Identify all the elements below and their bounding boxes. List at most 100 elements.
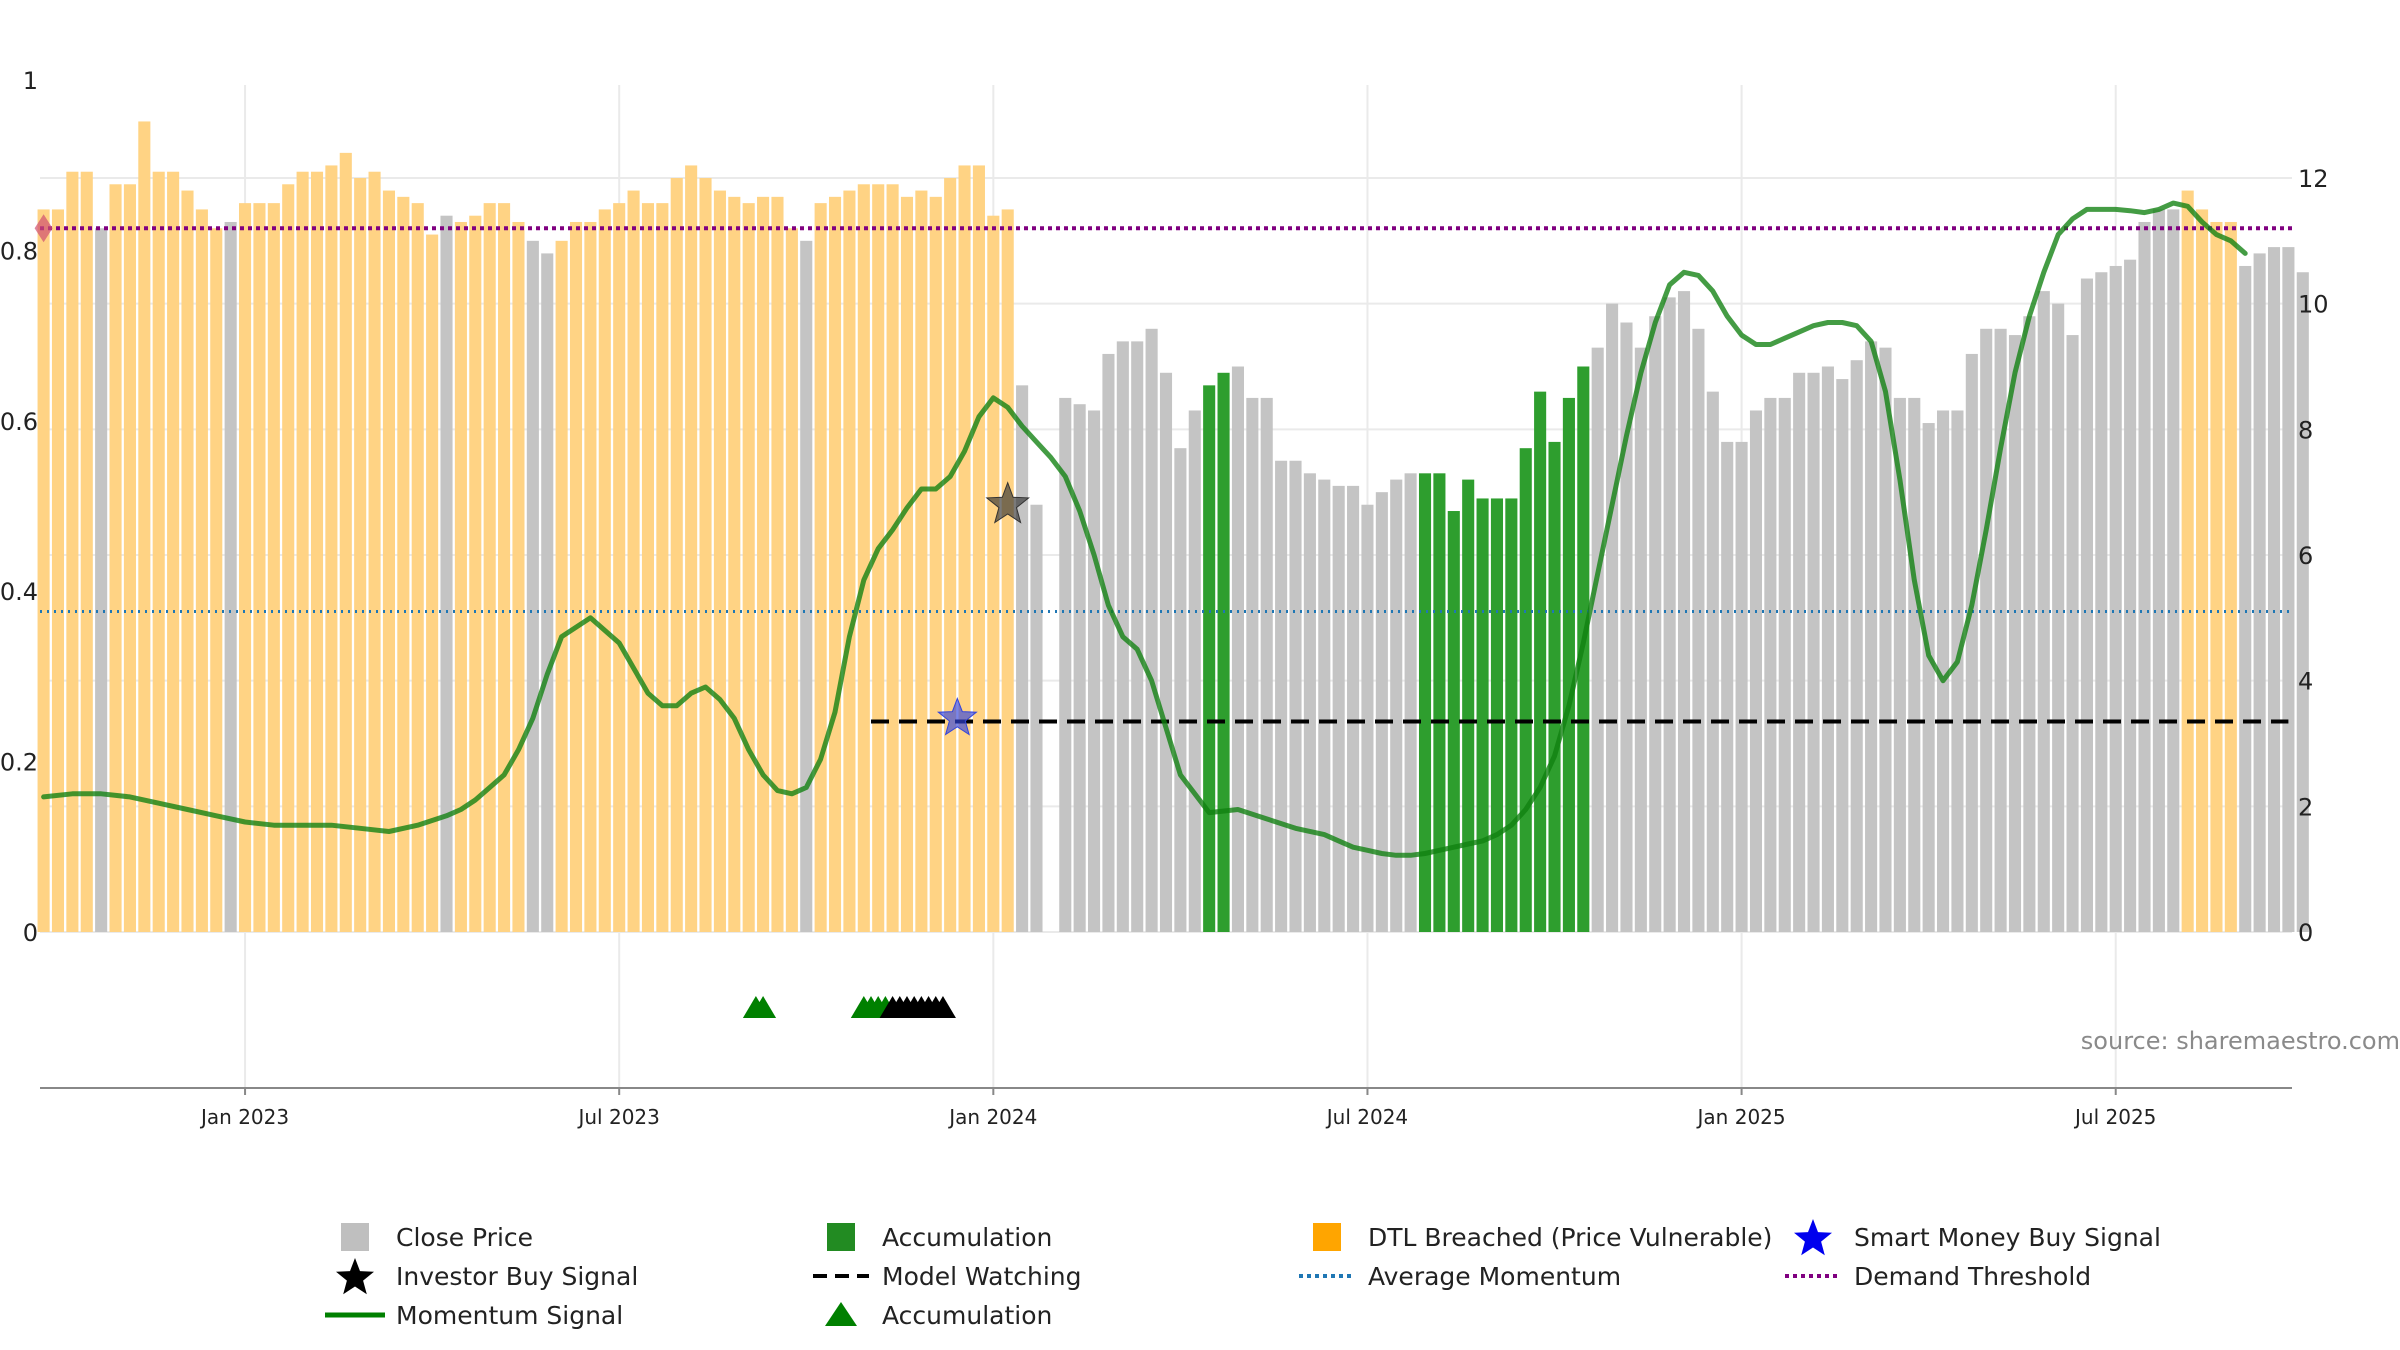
close-price-bar — [1030, 504, 1043, 932]
close-price-bar — [1318, 479, 1331, 932]
dtl-breached-bar — [195, 209, 208, 932]
accumulation-bar — [1418, 473, 1432, 932]
close-price-bar — [1102, 353, 1115, 932]
close-price-bar — [1764, 397, 1777, 933]
close-price-bar — [2282, 247, 2295, 932]
dtl-breached-bar — [2224, 221, 2237, 932]
dtl-breached-bar — [713, 190, 726, 933]
close-price-bar — [1922, 423, 1935, 932]
close-price-bar — [1231, 366, 1244, 932]
close-price-bar — [1951, 410, 1964, 932]
dtl-breached-bar — [210, 228, 223, 932]
dtl-breached-bar — [37, 209, 50, 932]
close-price-bar — [2023, 316, 2036, 932]
dtl-breached-bar — [138, 121, 151, 932]
dtl-breached-bar — [656, 203, 669, 933]
accumulation-bar — [1519, 448, 1532, 932]
dtl-breached-bar — [613, 203, 626, 933]
close-price-bar — [1620, 322, 1633, 932]
dtl-breached-bar — [426, 234, 439, 933]
dtl-breached-bar — [512, 221, 525, 932]
smart-money-buy-signal — [936, 696, 978, 736]
dtl-breached-bar — [641, 203, 655, 933]
dtl-breached-bar — [1001, 209, 1014, 932]
dtl-breached-bar — [944, 178, 957, 932]
right-tick-label: 2 — [2298, 793, 2313, 821]
close-price-bar — [1159, 372, 1173, 932]
legend-close-price-icon — [341, 1223, 369, 1251]
accumulation-bar — [1462, 479, 1475, 932]
momentum-line — [41, 200, 2248, 858]
close-price-bar — [224, 221, 237, 932]
dtl-breached-bar — [785, 228, 798, 932]
close-price-bar — [1821, 366, 1834, 932]
close-price-bar — [1404, 473, 1417, 932]
start-marker — [34, 214, 53, 243]
dtl-breached-bar — [728, 196, 741, 933]
dtl-breached-bar — [2210, 221, 2223, 932]
close-price-bar — [2124, 259, 2137, 932]
dtl-breached-bar — [857, 184, 870, 933]
accumulation-bar — [1562, 397, 1575, 933]
close-price-bar — [1289, 460, 1302, 932]
close-price-bar — [1059, 397, 1072, 933]
dtl-breached-bar — [742, 203, 755, 933]
left-tick-label: 0.8 — [0, 237, 38, 265]
close-price-bar — [1260, 397, 1273, 933]
dtl-breached-bar — [152, 171, 165, 932]
close-price-bar — [1634, 347, 1647, 932]
close-price-bar — [2152, 209, 2165, 932]
dtl-breached-bar — [339, 152, 352, 932]
dtl-breached-bar — [915, 190, 928, 933]
dtl-breached-bar — [843, 190, 856, 933]
close-price-bar — [1721, 441, 1734, 932]
close-price-bar — [1677, 291, 1691, 933]
dtl-breached-bar — [584, 221, 597, 932]
accumulation-bar — [1548, 441, 1561, 932]
dtl-breached-bar — [382, 190, 395, 933]
close-price-bar — [1807, 372, 1820, 932]
dtl-breached-bar — [239, 203, 252, 933]
accumulation-bar — [1534, 391, 1547, 933]
legend-smart-money-buy-signal-label: Smart Money Buy Signal — [1854, 1223, 2161, 1252]
close-price-bar — [1663, 297, 1676, 933]
close-price-bar — [1606, 303, 1619, 933]
left-tick-label: 1 — [23, 67, 38, 95]
dtl-breached-bar — [267, 203, 280, 933]
close-price-bar — [1692, 328, 1705, 932]
close-price-bar — [1850, 360, 1863, 932]
dtl-breached-bar — [569, 221, 583, 932]
close-price-bar — [1390, 479, 1403, 932]
dtl-breached-bar — [828, 196, 842, 933]
close-price-bar — [1246, 397, 1259, 933]
close-price-bar — [2167, 209, 2180, 932]
close-price-bar — [1188, 410, 1201, 932]
close-price-bar — [1965, 353, 1978, 932]
momentum-signal — [41, 200, 2248, 858]
dtl-breached-bar — [498, 203, 511, 933]
dtl-breached-bar — [167, 171, 180, 932]
dtl-breached-bar — [411, 203, 424, 933]
dtl-breached-bar — [310, 171, 324, 932]
dtl-breached-bar — [555, 240, 568, 933]
close-price-bar — [526, 240, 539, 933]
legend-average-momentum-label: Average Momentum — [1368, 1262, 1621, 1291]
close-price-bar — [440, 215, 453, 932]
legend-investor-buy-signal-label: Investor Buy Signal — [396, 1262, 638, 1291]
close-price-bar — [1088, 410, 1101, 932]
close-price-bar — [1347, 485, 1360, 932]
dtl-breached-bar — [80, 171, 93, 932]
dtl-breached-bar — [771, 196, 784, 933]
close-price-bar — [2008, 335, 2022, 932]
dtl-breached-bar — [109, 184, 122, 933]
close-price-bar — [1375, 492, 1388, 932]
close-price-bar — [2267, 247, 2281, 932]
dtl-breached-bar — [2196, 209, 2209, 932]
dtl-breached-bar — [483, 203, 496, 933]
close-price-bar — [1865, 341, 1878, 932]
dtl-breached-bar — [598, 209, 611, 932]
x-tick-label: Jul 2025 — [2073, 1105, 2156, 1129]
legend-dtl-breached-price-vulnerable-label: DTL Breached (Price Vulnerable) — [1368, 1223, 1772, 1252]
close-price-bar — [2296, 272, 2309, 932]
